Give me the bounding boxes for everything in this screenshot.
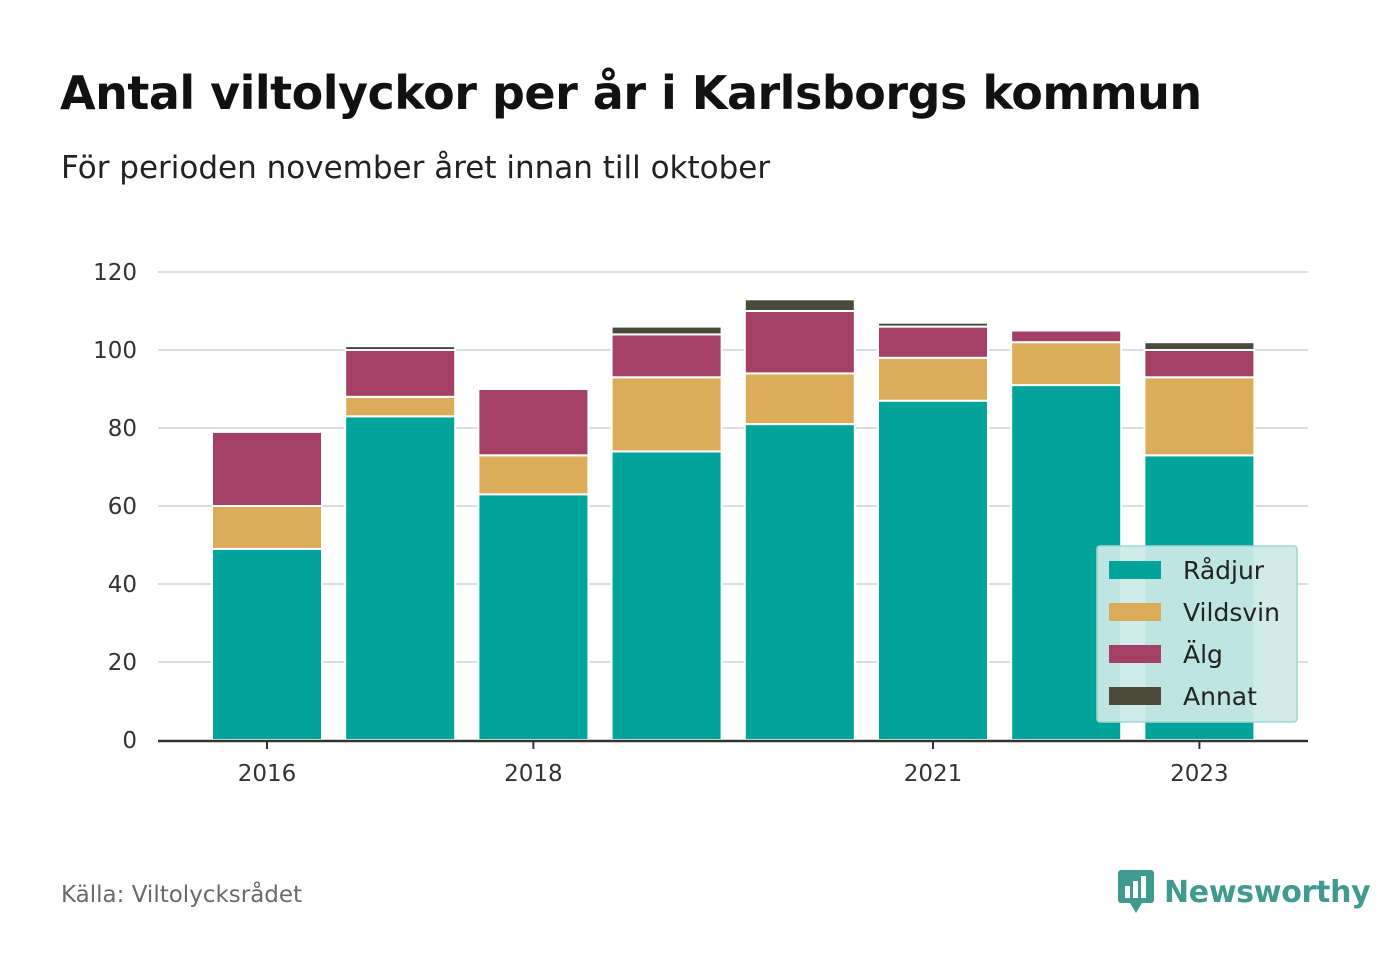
bar-segment-vildsvin-2018: [477, 454, 590, 496]
source-note: Källa: Viltolycksrådet: [61, 882, 303, 908]
y-tick-label: 20: [108, 650, 137, 676]
x-tick-label: 2023: [1170, 761, 1229, 787]
brand-name: Newsworthy: [1164, 874, 1371, 910]
chart-subtitle: För perioden november året innan till ok…: [61, 150, 771, 186]
x-tick-label: 2016: [238, 761, 297, 787]
bar-segment-alg-2016: [211, 430, 323, 507]
y-tick-label: 0: [122, 728, 137, 754]
bar-segment-alg-2019: [610, 333, 723, 379]
bar-segment-radjur-2018: [477, 493, 590, 741]
bar-segment-annat-2020: [743, 298, 856, 312]
x-tick-label: 2021: [904, 761, 963, 787]
legend-label: Vildsvin: [1183, 598, 1280, 627]
bar-segment-radjur-2021: [877, 399, 989, 741]
legend-swatch: [1109, 645, 1161, 663]
y-tick-label: 60: [108, 494, 137, 520]
bar-segment-vildsvin-2023: [1143, 376, 1256, 457]
chart-title: Antal viltolyckor per år i Karlsborgs ko…: [60, 66, 1202, 120]
bar-segment-annat-2021: [877, 321, 989, 328]
bar-segment-radjur-2016: [211, 547, 323, 742]
bar-segment-vildsvin-2022: [1010, 341, 1123, 387]
bar-segment-alg-2020: [743, 310, 856, 375]
legend-swatch: [1109, 687, 1161, 705]
bar-segment-vildsvin-2019: [610, 376, 723, 453]
legend-swatch: [1109, 603, 1161, 621]
bar-segment-alg-2023: [1143, 349, 1256, 379]
bar-segment-radjur-2017: [344, 415, 457, 741]
bar-segment-annat-2023: [1143, 341, 1256, 352]
bar-segment-vildsvin-2017: [344, 395, 457, 418]
legend-label: Rådjur: [1183, 556, 1265, 585]
legend: Rådjur Vildsvin Älg Annat: [1096, 545, 1298, 723]
bar-segment-alg-2021: [877, 325, 989, 359]
legend-swatch: [1109, 561, 1161, 579]
bars: [211, 298, 1256, 742]
x-tick-label: 2018: [504, 761, 563, 787]
brand-logo: Newsworthy: [1118, 870, 1371, 914]
bar-segment-alg-2022: [1010, 329, 1123, 344]
bar-segment-radjur-2020: [743, 423, 856, 741]
legend-box: [1096, 545, 1298, 723]
legend-label: Annat: [1183, 682, 1257, 711]
bar-segment-alg-2017: [344, 349, 457, 398]
y-tick-label: 80: [108, 416, 137, 442]
y-tick-label: 40: [108, 572, 137, 598]
bar-segment-vildsvin-2021: [877, 356, 989, 402]
bar-segment-vildsvin-2020: [743, 372, 856, 426]
legend-label: Älg: [1183, 640, 1223, 669]
bar-segment-alg-2018: [477, 388, 590, 457]
newsworthy-logo-icon: [1118, 870, 1154, 913]
axes: 0 20 40 60 80 100 120 2016 2018 2021 2023: [93, 260, 1308, 787]
bar-segment-radjur-2019: [610, 450, 723, 741]
y-tick-label: 120: [93, 260, 137, 286]
y-tick-label: 100: [93, 338, 137, 364]
bar-segment-annat-2017: [344, 345, 457, 352]
bar-segment-annat-2019: [610, 325, 723, 336]
bar-segment-vildsvin-2016: [211, 505, 323, 550]
